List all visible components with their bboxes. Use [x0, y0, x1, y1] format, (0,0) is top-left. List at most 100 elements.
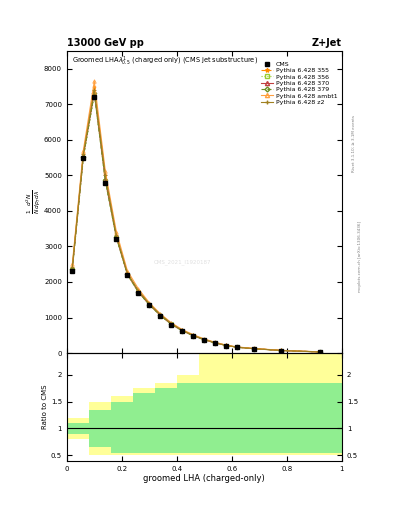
Pythia 6.428 370 — [213, 340, 218, 346]
Pythia 6.428 370 — [279, 348, 284, 354]
Pythia 6.428 356 — [70, 267, 75, 273]
Pythia 6.428 370 — [147, 302, 152, 308]
Pythia 6.428 379 — [92, 91, 97, 97]
Pythia 6.428 z2 — [136, 288, 141, 294]
Pythia 6.428 370 — [158, 312, 163, 318]
Pythia 6.428 356 — [169, 322, 174, 328]
Pythia 6.428 379 — [252, 346, 256, 352]
Pythia 6.428 355 — [92, 83, 97, 90]
Pythia 6.428 370 — [169, 321, 174, 327]
Pythia 6.428 379 — [70, 266, 75, 272]
Line: Pythia 6.428 370: Pythia 6.428 370 — [71, 91, 321, 354]
Line: Pythia 6.428 z2: Pythia 6.428 z2 — [71, 88, 321, 354]
Pythia 6.428 ambt1 — [92, 78, 97, 84]
Pythia 6.428 355 — [213, 339, 218, 346]
Pythia 6.428 z2 — [202, 336, 207, 343]
Pythia 6.428 379 — [224, 343, 229, 349]
Pythia 6.428 370 — [202, 337, 207, 343]
Pythia 6.428 355 — [169, 321, 174, 327]
Pythia 6.428 379 — [103, 177, 108, 183]
Pythia 6.428 370 — [191, 333, 196, 339]
Pythia 6.428 ambt1 — [70, 261, 75, 267]
Pythia 6.428 355 — [279, 347, 284, 353]
Pythia 6.428 z2 — [252, 346, 256, 352]
Pythia 6.428 370 — [81, 153, 86, 159]
Pythia 6.428 379 — [180, 328, 185, 334]
Pythia 6.428 356 — [224, 343, 229, 349]
CMS — [224, 343, 229, 349]
CMS — [180, 328, 185, 334]
Pythia 6.428 379 — [318, 349, 322, 355]
Pythia 6.428 z2 — [81, 151, 86, 157]
Text: 13000 GeV pp: 13000 GeV pp — [67, 38, 144, 49]
CMS — [81, 155, 86, 161]
Pythia 6.428 379 — [213, 340, 218, 346]
CMS — [70, 268, 75, 274]
Text: mcplots.cern.ch [arXiv:1306.3436]: mcplots.cern.ch [arXiv:1306.3436] — [358, 221, 362, 291]
Pythia 6.428 ambt1 — [224, 342, 229, 348]
Pythia 6.428 356 — [235, 344, 240, 350]
Pythia 6.428 ambt1 — [318, 349, 322, 355]
Pythia 6.428 z2 — [92, 87, 97, 93]
Pythia 6.428 ambt1 — [191, 332, 196, 338]
Pythia 6.428 ambt1 — [279, 347, 284, 353]
Pythia 6.428 ambt1 — [252, 345, 256, 351]
CMS — [169, 322, 174, 328]
Pythia 6.428 z2 — [235, 344, 240, 350]
Pythia 6.428 355 — [125, 270, 130, 276]
Pythia 6.428 356 — [92, 92, 97, 98]
Text: Groomed LHA$\lambda^{1}_{0.5}$ (charged only) (CMS jet substructure): Groomed LHA$\lambda^{1}_{0.5}$ (charged … — [72, 54, 258, 68]
Pythia 6.428 z2 — [103, 173, 108, 179]
Pythia 6.428 ambt1 — [235, 344, 240, 350]
CMS — [235, 344, 240, 350]
Legend: CMS, Pythia 6.428 355, Pythia 6.428 356, Pythia 6.428 370, Pythia 6.428 379, Pyt: CMS, Pythia 6.428 355, Pythia 6.428 356,… — [260, 60, 339, 106]
Pythia 6.428 z2 — [125, 270, 130, 276]
Pythia 6.428 ambt1 — [158, 311, 163, 317]
Line: Pythia 6.428 379: Pythia 6.428 379 — [71, 92, 321, 354]
CMS — [202, 337, 207, 343]
Pythia 6.428 356 — [103, 178, 108, 184]
Pythia 6.428 370 — [180, 328, 185, 334]
Pythia 6.428 379 — [191, 333, 196, 339]
Pythia 6.428 379 — [147, 302, 152, 308]
Pythia 6.428 z2 — [224, 343, 229, 349]
Pythia 6.428 ambt1 — [180, 327, 185, 333]
Pythia 6.428 ambt1 — [136, 286, 141, 292]
Pythia 6.428 356 — [213, 340, 218, 346]
Pythia 6.428 379 — [136, 289, 141, 295]
CMS — [252, 346, 256, 352]
Pythia 6.428 z2 — [114, 232, 119, 239]
Line: Pythia 6.428 355: Pythia 6.428 355 — [71, 85, 321, 354]
Line: CMS: CMS — [71, 96, 321, 354]
Pythia 6.428 356 — [279, 348, 284, 354]
CMS — [158, 313, 163, 319]
Text: CMS_2021_I1920187: CMS_2021_I1920187 — [154, 260, 211, 265]
Pythia 6.428 370 — [252, 346, 256, 352]
Line: Pythia 6.428 ambt1: Pythia 6.428 ambt1 — [71, 80, 321, 354]
Pythia 6.428 379 — [169, 321, 174, 327]
Pythia 6.428 355 — [224, 343, 229, 349]
Pythia 6.428 355 — [202, 336, 207, 343]
Pythia 6.428 355 — [235, 344, 240, 350]
Pythia 6.428 355 — [191, 332, 196, 338]
Pythia 6.428 ambt1 — [213, 339, 218, 346]
Pythia 6.428 ambt1 — [114, 228, 119, 234]
Pythia 6.428 z2 — [158, 311, 163, 317]
Pythia 6.428 z2 — [213, 339, 218, 346]
Text: Rivet 3.1.10; ≥ 3.1M events: Rivet 3.1.10; ≥ 3.1M events — [352, 115, 356, 172]
Pythia 6.428 ambt1 — [103, 168, 108, 174]
CMS — [318, 349, 322, 355]
Pythia 6.428 370 — [136, 289, 141, 295]
Pythia 6.428 z2 — [318, 349, 322, 355]
Pythia 6.428 356 — [158, 312, 163, 318]
CMS — [213, 340, 218, 346]
CMS — [125, 272, 130, 278]
Pythia 6.428 379 — [158, 312, 163, 318]
Pythia 6.428 355 — [252, 346, 256, 352]
Pythia 6.428 356 — [191, 333, 196, 339]
CMS — [136, 290, 141, 296]
Pythia 6.428 370 — [235, 344, 240, 350]
Line: Pythia 6.428 356: Pythia 6.428 356 — [71, 93, 321, 354]
Pythia 6.428 370 — [92, 89, 97, 95]
CMS — [279, 348, 284, 354]
